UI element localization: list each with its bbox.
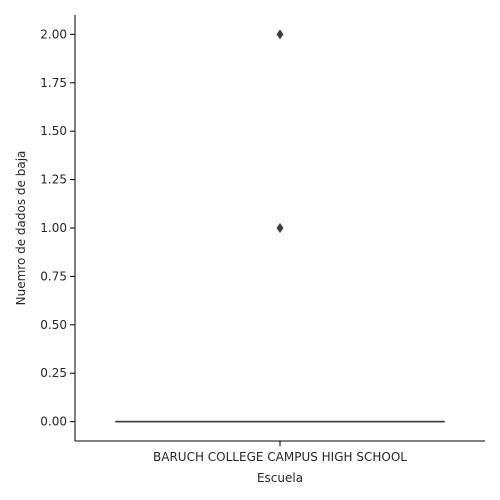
x-tick-label: BARUCH COLLEGE CAMPUS HIGH SCHOOL xyxy=(153,450,407,464)
outlier-point xyxy=(276,29,284,40)
y-tick-label: 1.50 xyxy=(40,124,67,138)
y-axis-label: Nuemro de dados de baja xyxy=(14,151,28,306)
y-tick-label: 0.00 xyxy=(40,415,67,429)
y-tick-label: 0.50 xyxy=(40,318,67,332)
y-tick-label: 0.75 xyxy=(40,269,67,283)
y-tick-label: 1.75 xyxy=(40,76,67,90)
y-axis-ticks: 0.00 0.25 0.50 0.75 1.00 1.25 1.50 1.75 2.00 xyxy=(40,27,75,429)
y-tick-label: 1.00 xyxy=(40,221,67,235)
x-axis-ticks: BARUCH COLLEGE CAMPUS HIGH SCHOOL xyxy=(153,441,407,464)
y-tick-label: 1.25 xyxy=(40,173,67,187)
y-tick-label: 2.00 xyxy=(40,27,67,41)
x-axis-label: Escuela xyxy=(257,471,303,485)
y-tick-label: 0.25 xyxy=(40,366,67,380)
outlier-points xyxy=(276,29,284,233)
outlier-point xyxy=(276,223,284,233)
